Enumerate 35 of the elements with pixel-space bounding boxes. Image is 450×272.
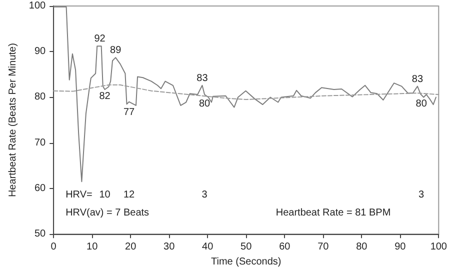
x-tick-label: 20	[125, 242, 137, 253]
x-tick-label: 60	[279, 242, 291, 253]
annotation: 92	[94, 34, 106, 45]
annotation: HRV=	[66, 190, 93, 201]
y-tick-label: 80	[34, 92, 46, 103]
y-tick-label: 90	[34, 46, 46, 58]
annotation: 3	[418, 190, 425, 201]
y-tick-label: 70	[34, 137, 46, 148]
x-tick-label: 0	[50, 242, 57, 253]
annotation: 10	[99, 190, 111, 201]
x-tick-label: 10	[86, 242, 98, 253]
x-tick-label: 30	[164, 242, 176, 253]
y-tick-label: 100	[28, 0, 46, 12]
x-tick-label: 90	[394, 242, 406, 253]
y-axis-title: Heartbeat Rate (Beats Per Minute)	[8, 43, 18, 198]
x-tick-label: 80	[356, 242, 368, 253]
annotation: 80	[198, 98, 211, 110]
annotation: HRV(av) = 7 Beats	[66, 208, 150, 219]
x-tick-label: 40	[202, 242, 214, 253]
annotation: 83	[412, 74, 424, 85]
annotation: 80	[416, 98, 428, 110]
annotation: 77	[123, 106, 136, 118]
annotation: Heartbeat Rate = 81 BPM	[276, 208, 391, 219]
annotation: 82	[99, 90, 111, 102]
x-tick-label: 70	[318, 242, 330, 253]
x-tick-label: 50	[240, 242, 252, 253]
annotation: 3	[202, 190, 208, 201]
y-tick-label: 60	[34, 182, 46, 194]
x-tick-label: 100	[430, 242, 448, 253]
annotation: 83	[196, 72, 208, 84]
line-series	[53, 6, 436, 182]
annotation: 89	[110, 45, 122, 56]
y-tick-label: 50	[34, 228, 46, 240]
x-axis-title: Time (Seconds)	[211, 256, 282, 268]
annotation: 12	[123, 190, 136, 201]
